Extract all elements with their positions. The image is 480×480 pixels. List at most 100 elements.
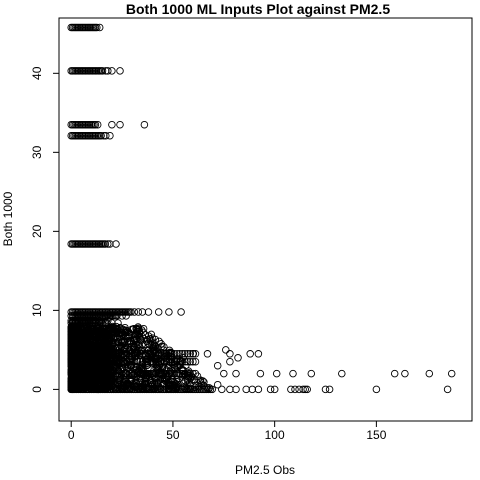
data-point	[149, 350, 157, 358]
data-point	[80, 369, 89, 378]
data-point	[189, 369, 197, 378]
data-point	[109, 350, 118, 358]
data-point	[104, 357, 112, 366]
data-point	[170, 350, 179, 358]
data-point	[116, 120, 124, 129]
data-point	[195, 385, 204, 394]
data-point	[70, 369, 78, 378]
x-tick-label: 50	[166, 428, 180, 442]
data-point	[109, 357, 118, 366]
data-point	[72, 350, 81, 358]
data-point	[178, 350, 187, 358]
data-point	[112, 350, 120, 358]
data-point	[193, 385, 202, 394]
data-point	[157, 350, 165, 358]
data-point	[137, 326, 146, 334]
data-point	[118, 312, 126, 320]
data-point	[130, 369, 139, 378]
data-point	[80, 385, 88, 394]
data-point	[183, 357, 192, 366]
data-point	[162, 369, 171, 378]
data-point	[91, 385, 99, 394]
data-point	[173, 350, 181, 358]
data-point	[287, 385, 295, 394]
data-point	[138, 369, 147, 378]
data-point	[120, 357, 128, 366]
data-point	[119, 337, 127, 345]
data-point	[299, 385, 307, 394]
data-point	[220, 369, 228, 378]
data-point	[67, 357, 75, 366]
data-point	[125, 350, 134, 358]
data-point	[144, 385, 152, 394]
data-point	[183, 369, 192, 378]
data-point	[190, 385, 198, 394]
data-point	[87, 385, 96, 394]
data-point	[154, 369, 163, 378]
data-point	[91, 350, 99, 358]
data-point	[425, 369, 434, 378]
data-point	[115, 357, 123, 366]
data-point	[115, 385, 123, 394]
data-point	[191, 357, 200, 366]
data-point	[146, 340, 154, 349]
data-point	[104, 240, 112, 248]
data-point	[72, 369, 81, 378]
data-point	[112, 369, 120, 378]
data-point	[117, 357, 126, 366]
data-point	[222, 346, 230, 354]
data-point	[107, 350, 115, 358]
data-point	[177, 385, 185, 394]
data-point	[136, 350, 144, 358]
data-point	[303, 385, 311, 394]
data-point	[97, 333, 105, 342]
data-point	[141, 357, 150, 366]
data-point	[166, 385, 174, 394]
data-point	[218, 385, 226, 394]
data-point	[140, 385, 149, 394]
data-point	[126, 385, 134, 394]
data-point	[85, 350, 94, 358]
data-point	[70, 357, 78, 366]
data-point	[150, 345, 159, 354]
x-tick-label: 100	[265, 428, 285, 442]
data-point	[75, 336, 84, 344]
data-point	[88, 369, 97, 378]
data-point	[108, 67, 116, 75]
data-point	[119, 374, 127, 383]
data-point	[184, 385, 193, 394]
data-point	[78, 385, 86, 394]
data-point	[97, 131, 105, 140]
data-point	[138, 357, 147, 366]
data-point	[106, 374, 114, 383]
data-point	[122, 385, 130, 394]
data-point	[162, 385, 171, 394]
data-points	[67, 23, 456, 394]
data-point	[189, 357, 197, 366]
data-point	[101, 369, 110, 378]
data-point	[73, 342, 82, 351]
data-point	[167, 357, 176, 366]
data-point	[69, 385, 77, 394]
data-point	[127, 308, 135, 316]
data-point	[167, 369, 176, 378]
data-point	[130, 357, 139, 366]
data-point	[140, 120, 149, 129]
y-tick-label: 0	[30, 386, 44, 393]
data-point	[226, 357, 234, 366]
data-point	[138, 350, 147, 358]
data-point	[175, 369, 184, 378]
data-point	[254, 350, 263, 358]
data-point	[95, 23, 104, 32]
data-point	[112, 240, 120, 248]
data-point	[155, 385, 163, 394]
data-point	[130, 350, 139, 358]
data-point	[307, 369, 316, 378]
data-point	[338, 369, 346, 378]
data-point	[213, 361, 222, 370]
data-point	[120, 369, 128, 378]
data-point	[92, 344, 100, 353]
data-point	[208, 385, 216, 394]
data-point	[141, 331, 150, 339]
data-point	[78, 369, 86, 378]
